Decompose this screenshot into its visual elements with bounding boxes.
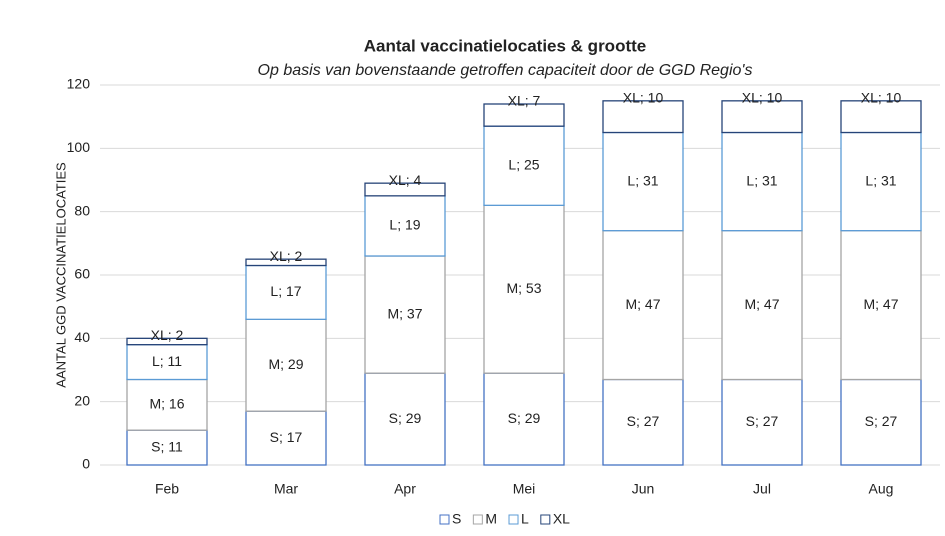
data-label: L; 19 (389, 217, 420, 233)
data-label: XL; 2 (270, 248, 303, 264)
bar-segment (721, 230, 803, 381)
y-tick-label: 20 (74, 392, 90, 408)
bar-segment (602, 378, 684, 466)
y-axis-label: AANTAL GGD VACCINATIELOCATIES (53, 162, 68, 388)
data-label: L; 17 (270, 283, 301, 299)
data-label: XL; 10 (861, 90, 902, 106)
bar-segment (840, 378, 922, 466)
data-label: XL; 10 (742, 90, 783, 106)
data-label: XL; 7 (508, 93, 541, 109)
data-label: S; 17 (270, 429, 303, 445)
bar-segment (126, 337, 208, 346)
bar-segment (126, 344, 208, 381)
bar-segment (126, 378, 208, 431)
data-label: L; 31 (865, 172, 896, 188)
y-tick-label: 0 (82, 456, 90, 472)
bar-segment (364, 255, 446, 374)
bar-segment (840, 131, 922, 232)
bar-segment (602, 131, 684, 232)
data-label: L; 25 (508, 156, 539, 172)
legend-label: XL (553, 511, 570, 527)
x-tick-label: Mei (513, 481, 536, 497)
data-label: M; 16 (149, 396, 184, 412)
x-tick-label: Feb (155, 481, 179, 497)
x-tick-label: Aug (869, 481, 894, 497)
legend-swatch (540, 514, 551, 525)
x-tick-label: Jun (632, 481, 655, 497)
bar-segment (364, 182, 446, 197)
data-label: XL; 10 (623, 90, 664, 106)
legend-swatch (472, 514, 483, 525)
data-label: L; 31 (746, 172, 777, 188)
data-label: M; 53 (506, 280, 541, 296)
bar-segment (245, 318, 327, 412)
bar-segment (602, 100, 684, 134)
y-tick-label: 80 (74, 202, 90, 218)
bar-segment (602, 230, 684, 381)
y-tick-label: 100 (67, 139, 91, 155)
data-label: S; 27 (865, 413, 898, 429)
data-label: L; 31 (627, 172, 658, 188)
bar-segment (126, 429, 208, 466)
x-tick-label: Mar (274, 481, 298, 497)
bar-segment (245, 264, 327, 320)
data-label: M; 47 (744, 296, 779, 312)
data-label: XL; 2 (151, 327, 184, 343)
data-label: L; 11 (152, 353, 182, 369)
bar-segment (245, 258, 327, 267)
bar-segment (364, 195, 446, 257)
chart-subtitle: Op basis van bovenstaande getroffen capa… (258, 62, 753, 79)
bar-segment (721, 131, 803, 232)
legend-label: L (521, 511, 529, 527)
bar-segment (840, 230, 922, 381)
data-label: M; 47 (863, 296, 898, 312)
x-tick-label: Apr (394, 481, 416, 497)
data-label: M; 37 (387, 305, 422, 321)
legend-label: S (452, 511, 461, 527)
x-tick-label: Jul (753, 481, 771, 497)
y-tick-label: 60 (74, 266, 90, 282)
data-label: M; 47 (625, 296, 660, 312)
bar-segment (245, 410, 327, 466)
data-label: S; 29 (389, 410, 422, 426)
data-label: S; 29 (508, 410, 541, 426)
bar-segment (483, 204, 565, 374)
chart-title: Aantal vaccinatielocaties & grootte (364, 36, 646, 55)
data-label: S; 27 (627, 413, 660, 429)
bar-segment (483, 103, 565, 127)
bar-segment (721, 100, 803, 134)
legend-label: M (485, 511, 497, 527)
data-label: M; 29 (268, 356, 303, 372)
legend-swatch (439, 514, 450, 525)
bar-segment (840, 100, 922, 134)
data-label: XL; 4 (389, 172, 422, 188)
bar-segment (721, 378, 803, 466)
y-tick-label: 120 (67, 76, 91, 92)
data-label: S; 11 (151, 438, 183, 454)
y-tick-label: 40 (74, 329, 90, 345)
legend-swatch (508, 514, 519, 525)
bar-segment (364, 372, 446, 466)
data-label: S; 27 (746, 413, 779, 429)
